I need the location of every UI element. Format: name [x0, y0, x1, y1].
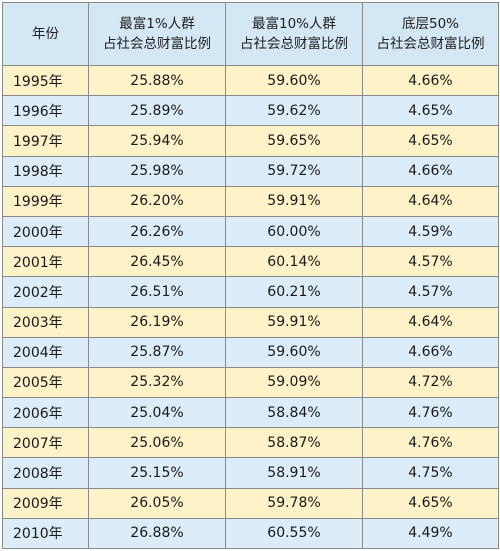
cell-top10-share: 59.65%: [225, 125, 363, 157]
cell-top1-share: 26.19%: [88, 306, 226, 338]
cell-top1-share: 26.05%: [88, 487, 226, 519]
cell-top10-share: 59.91%: [225, 185, 363, 217]
cell-top10-share: 58.91%: [225, 457, 363, 489]
cell-year: 2002年: [2, 276, 89, 308]
table-row: 2007年 25.06% 58.87% 4.76%: [2, 427, 499, 459]
cell-top1-share: 26.26%: [88, 215, 226, 248]
cell-top1-share: 25.88%: [88, 64, 226, 97]
table-row: 2001年 26.45% 60.14% 4.57%: [2, 246, 499, 278]
cell-year: 2001年: [2, 246, 89, 278]
header-bottom50: 底层50% 占社会总财富比例: [362, 2, 499, 66]
header-top10-line2: 占社会总财富比例: [240, 36, 348, 52]
cell-top10-share: 59.91%: [225, 306, 363, 338]
cell-top1-share: 26.20%: [88, 185, 226, 217]
cell-bottom50-share: 4.57%: [362, 246, 499, 278]
cell-bottom50-share: 4.49%: [362, 517, 499, 550]
cell-bottom50-share: 4.59%: [362, 215, 499, 248]
cell-bottom50-share: 4.65%: [362, 487, 499, 519]
cell-top10-share: 59.72%: [225, 155, 363, 187]
cell-top1-share: 25.87%: [88, 336, 226, 368]
cell-top1-share: 25.94%: [88, 125, 226, 157]
cell-top10-share: 60.14%: [225, 246, 363, 278]
cell-bottom50-share: 4.66%: [362, 336, 499, 368]
cell-top10-share: 59.62%: [225, 95, 363, 127]
table-row: 2010年 26.88% 60.55% 4.49%: [2, 517, 499, 550]
cell-top10-share: 58.84%: [225, 397, 363, 429]
cell-year: 2000年: [2, 215, 89, 248]
cell-bottom50-share: 4.65%: [362, 125, 499, 157]
cell-year: 2005年: [2, 366, 89, 399]
cell-top1-share: 26.88%: [88, 517, 226, 550]
cell-top10-share: 59.60%: [225, 64, 363, 97]
cell-top1-share: 26.45%: [88, 246, 226, 278]
table-row: 1998年 25.98% 59.72% 4.66%: [2, 155, 499, 187]
header-top1-line2: 占社会总财富比例: [103, 36, 211, 52]
cell-top10-share: 59.78%: [225, 487, 363, 519]
table-row: 2004年 25.87% 59.60% 4.66%: [2, 336, 499, 368]
cell-top1-share: 25.32%: [88, 366, 226, 399]
header-row: 年份 最富1%人群 占社会总财富比例 最富10%人群 占社会总财富比例 底层50…: [2, 2, 499, 66]
cell-top10-share: 59.09%: [225, 366, 363, 399]
header-top1-line1: 最富1%人群: [119, 16, 195, 32]
cell-year: 1998年: [2, 155, 89, 187]
cell-top1-share: 25.15%: [88, 457, 226, 489]
cell-top1-share: 25.04%: [88, 397, 226, 429]
cell-bottom50-share: 4.64%: [362, 306, 499, 338]
table-row: 1999年 26.20% 59.91% 4.64%: [2, 185, 499, 217]
cell-year: 2004年: [2, 336, 89, 368]
cell-bottom50-share: 4.57%: [362, 276, 499, 308]
table-row: 2002年 26.51% 60.21% 4.57%: [2, 276, 499, 308]
cell-top10-share: 60.21%: [225, 276, 363, 308]
cell-top10-share: 58.87%: [225, 427, 363, 459]
cell-year: 2003年: [2, 306, 89, 338]
table-row: 1995年 25.88% 59.60% 4.66%: [2, 64, 499, 97]
cell-top1-share: 25.06%: [88, 427, 226, 459]
cell-top1-share: 25.89%: [88, 95, 226, 127]
cell-year: 1997年: [2, 125, 89, 157]
table-row: 2008年 25.15% 58.91% 4.75%: [2, 457, 499, 489]
cell-top1-share: 25.98%: [88, 155, 226, 187]
cell-year: 1996年: [2, 95, 89, 127]
cell-year: 1995年: [2, 64, 89, 97]
cell-year: 1999年: [2, 185, 89, 217]
header-top10-line1: 最富10%人群: [251, 16, 336, 32]
cell-bottom50-share: 4.66%: [362, 64, 499, 97]
cell-top10-share: 59.60%: [225, 336, 363, 368]
table-row: 1996年 25.89% 59.62% 4.65%: [2, 95, 499, 127]
header-top1: 最富1%人群 占社会总财富比例: [88, 2, 226, 66]
header-bottom50-line1: 底层50%: [401, 16, 459, 32]
cell-bottom50-share: 4.76%: [362, 397, 499, 429]
table-row: 2006年 25.04% 58.84% 4.76%: [2, 397, 499, 429]
cell-bottom50-share: 4.66%: [362, 155, 499, 187]
cell-top10-share: 60.55%: [225, 517, 363, 550]
cell-year: 2009年: [2, 487, 89, 519]
cell-top1-share: 26.51%: [88, 276, 226, 308]
cell-year: 2007年: [2, 427, 89, 459]
cell-bottom50-share: 4.65%: [362, 95, 499, 127]
table-row: 2003年 26.19% 59.91% 4.64%: [2, 306, 499, 338]
cell-top10-share: 60.00%: [225, 215, 363, 248]
header-top10: 最富10%人群 占社会总财富比例: [225, 2, 363, 66]
table-header: 年份 最富1%人群 占社会总财富比例 最富10%人群 占社会总财富比例 底层50…: [2, 2, 499, 66]
cell-bottom50-share: 4.64%: [362, 185, 499, 217]
header-year: 年份: [2, 2, 89, 66]
cell-year: 2006年: [2, 397, 89, 429]
cell-bottom50-share: 4.75%: [362, 457, 499, 489]
table-row: 2009年 26.05% 59.78% 4.65%: [2, 487, 499, 519]
table-row: 2000年 26.26% 60.00% 4.59%: [2, 215, 499, 248]
table-row: 1997年 25.94% 59.65% 4.65%: [2, 125, 499, 157]
cell-bottom50-share: 4.76%: [362, 427, 499, 459]
header-bottom50-line2: 占社会总财富比例: [376, 36, 485, 52]
table-body: 1995年 25.88% 59.60% 4.66% 1996年 25.89% 59.62% 4…: [2, 64, 499, 550]
cell-year: 2008年: [2, 457, 89, 489]
header-year-label: 年份: [32, 26, 59, 42]
cell-year: 2010年: [2, 517, 89, 550]
table-row: 2005年 25.32% 59.09% 4.72%: [2, 366, 499, 399]
cell-bottom50-share: 4.72%: [362, 366, 499, 399]
